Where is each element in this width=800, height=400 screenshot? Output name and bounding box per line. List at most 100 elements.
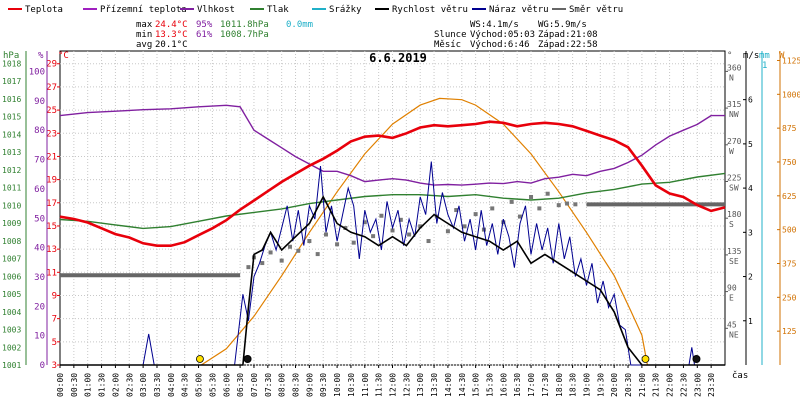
press-tick-label: 1008 — [2, 237, 21, 246]
solar-series — [200, 97, 648, 366]
humidity-series — [59, 104, 725, 186]
temp-tick-label: 17 — [46, 199, 57, 209]
direction-point — [445, 229, 450, 234]
dir-tick-side: S — [729, 220, 734, 229]
dir-tick-label: 180 — [727, 210, 742, 219]
direction-point — [371, 234, 376, 239]
solar-tick-label: 875 — [782, 124, 797, 133]
dir-tick-side: N — [729, 73, 734, 82]
x-tick-label: 10:30 — [347, 373, 356, 397]
press-tick-label: 1011 — [2, 184, 21, 193]
dir-tick-label: 360 — [727, 63, 742, 72]
x-tick-label: 23:30 — [707, 373, 716, 397]
stats-avg-temp: 20.1°C — [155, 40, 188, 50]
temp-tick-label: 27 — [46, 83, 57, 93]
direction-point — [473, 212, 478, 217]
press-tick-label: 1014 — [2, 130, 21, 139]
moonrise-marker — [243, 355, 252, 363]
direction-point — [324, 232, 328, 237]
sunset-marker — [641, 355, 650, 363]
hum-tick-label: 80 — [34, 126, 45, 136]
rain-axis-top: 1 — [762, 61, 767, 71]
press-tick-label: 1018 — [2, 59, 21, 68]
direction-point — [296, 248, 301, 253]
direction-point — [418, 224, 423, 229]
direction-point — [390, 228, 395, 233]
legend-label: Směr větru — [569, 5, 623, 15]
x-tick-label: 06:00 — [222, 373, 231, 397]
x-tick-label: 00:00 — [56, 373, 65, 397]
x-tick-label: 09:00 — [305, 373, 314, 397]
wind-tick-label: 5 — [748, 140, 753, 149]
solar-line — [200, 97, 648, 366]
header-text: 6.6.2019 max 24.4°C 95% 1011.8hPa 0.0mm … — [3, 20, 785, 381]
direction-point — [362, 220, 367, 225]
stats-max-press: 1011.8hPa — [220, 20, 269, 30]
x-tick-label: 06:30 — [236, 373, 245, 397]
solar-tick-label: 250 — [782, 293, 797, 302]
press-tick-label: 1009 — [2, 219, 21, 228]
sun-rise: Východ:05:03 — [470, 30, 535, 40]
x-tick-label: 10:00 — [333, 373, 342, 397]
press-tick-label: 1016 — [2, 95, 21, 104]
temp-tick-label: 19 — [46, 176, 57, 186]
x-tick-label: 11:30 — [375, 373, 384, 397]
press-tick-label: 1002 — [2, 343, 21, 352]
hum-tick-label: 40 — [34, 244, 45, 254]
dir-tick-label: 225 — [727, 173, 742, 182]
wind-direction-series — [60, 191, 725, 278]
direction-point — [556, 203, 561, 208]
temp-tick-label: 23 — [46, 129, 57, 139]
x-tick-label: 20:30 — [624, 373, 633, 397]
wind-tick-label: 3 — [748, 228, 753, 237]
solar-tick-label: 625 — [782, 192, 797, 201]
x-tick-label: 18:30 — [569, 373, 578, 397]
chart-title: 6.6.2019 — [369, 51, 427, 65]
solar-tick-label: 500 — [782, 226, 797, 235]
stats-avg-label: avg — [136, 40, 152, 50]
axis-unit-temp: °C — [58, 51, 69, 61]
x-tick-label: 17:30 — [541, 373, 550, 397]
hum-tick-label: 20 — [34, 302, 45, 312]
axes: 00:00 00:30 01:00 01:30 02:00 02:30 03:00 03:30… — [2, 51, 800, 397]
stats-rain: 0.0mm — [286, 20, 313, 30]
pressure-series — [59, 172, 726, 230]
press-tick-label: 1015 — [2, 113, 21, 122]
x-tick-label: 13:30 — [430, 373, 439, 397]
stats-min-press: 1008.7hPa — [220, 30, 269, 40]
x-tick-label: 18:00 — [555, 373, 564, 397]
x-tick-label: 22:00 — [666, 373, 675, 397]
x-tick-label: 00:30 — [70, 373, 79, 397]
wind-tick-label: 4 — [748, 184, 753, 193]
temp-tick-label: 25 — [46, 106, 57, 116]
dir-tick-label: 90 — [727, 284, 737, 293]
legend-label: Rychlost větru — [392, 5, 468, 15]
direction-point — [565, 201, 570, 206]
temp-tick-label: 29 — [46, 60, 57, 70]
x-tick-label: 12:00 — [389, 373, 398, 397]
direction-point — [501, 220, 506, 225]
x-tick-label: 08:30 — [292, 373, 301, 397]
hum-tick-label: 100 — [29, 68, 45, 78]
direction-point — [260, 261, 265, 266]
dir-tick-side: NE — [729, 330, 739, 339]
legend-label: Vlhkost — [197, 5, 235, 15]
x-tick-label: 16:30 — [513, 373, 522, 397]
solar-tick-label: 125 — [782, 327, 797, 336]
temp-tick-label: 15 — [46, 222, 57, 232]
direction-point — [426, 239, 431, 244]
hum-tick-label: 50 — [34, 214, 45, 224]
pressure-line — [59, 172, 726, 230]
x-tick-label: 07:30 — [264, 373, 273, 397]
wind-tick-label: 2 — [748, 273, 753, 282]
direction-point — [307, 239, 312, 244]
moonset-marker — [692, 355, 701, 363]
direction-point — [545, 191, 550, 196]
stats-min-temp: 13.3°C — [155, 30, 188, 40]
legend-label: Náraz větru — [489, 5, 549, 15]
hum-tick-label: 30 — [34, 273, 45, 283]
direction-point — [398, 217, 403, 222]
temp-tick-label: 7 — [52, 315, 57, 325]
direction-point — [509, 199, 514, 204]
axis-unit-wind: m/s — [743, 51, 759, 61]
